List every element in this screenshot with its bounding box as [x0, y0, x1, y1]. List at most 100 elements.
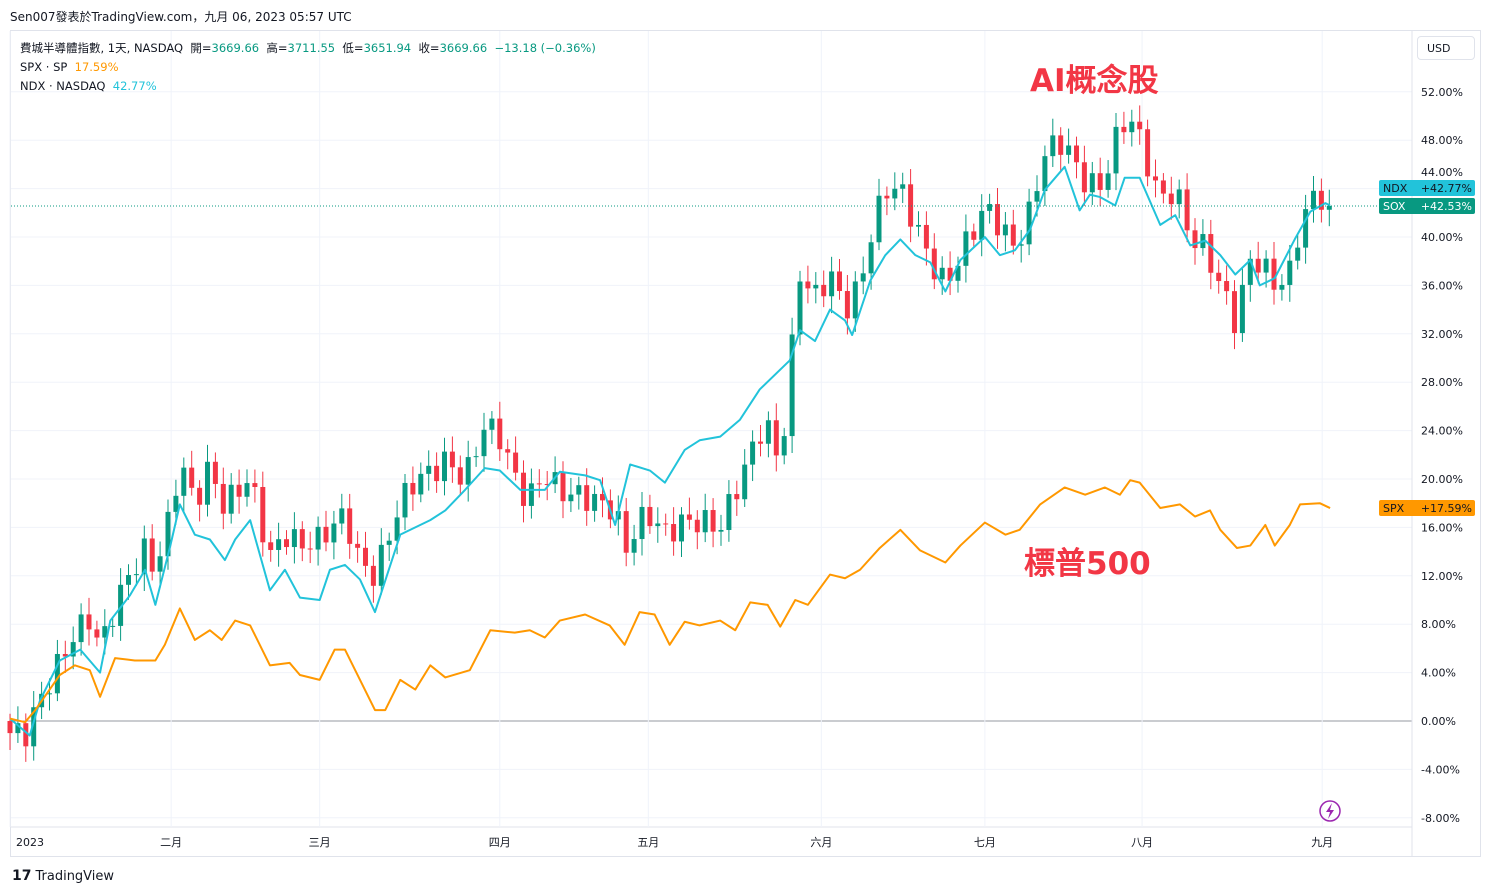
candle-body [560, 472, 566, 502]
candle-body [679, 514, 684, 542]
candle-body [671, 524, 677, 542]
tradingview-logo[interactable]: 17 TradingView [12, 868, 114, 884]
candle-body [244, 483, 250, 497]
candle-body [734, 494, 740, 500]
ndx-value: 42.77% [112, 79, 157, 93]
spx-name[interactable]: SPX · SP [20, 60, 68, 74]
y-tick-label: 36.00% [1421, 279, 1463, 292]
candle-body [434, 465, 440, 482]
tv-logo-icon: 17 [12, 868, 32, 884]
candle-body [442, 451, 447, 482]
y-tick-label: -8.00% [1421, 812, 1460, 825]
open-label: 開= [190, 41, 212, 55]
candle-body [418, 473, 424, 495]
candle-body [758, 441, 763, 444]
candle-body [584, 485, 590, 511]
candle-body [165, 511, 171, 557]
lightning-icon [1319, 800, 1341, 822]
candle-body [1318, 190, 1324, 210]
x-tick-label: 六月 [810, 836, 832, 849]
badge-name: SOX [1383, 200, 1406, 213]
candle-body [252, 483, 258, 487]
x-tick-label: 八月 [1131, 836, 1153, 849]
candle-body [1034, 191, 1040, 202]
candle-body [23, 723, 29, 747]
badge-value: +42.53% [1421, 200, 1472, 213]
candle-body [505, 449, 511, 453]
x-tick-label: 七月 [974, 836, 996, 849]
badge-sox [1379, 198, 1475, 214]
candle-body [220, 483, 226, 514]
close-label: 收= [418, 41, 440, 55]
candle-body [449, 451, 455, 468]
candle-body [1176, 189, 1182, 205]
candle-body [149, 538, 155, 572]
candle-body [702, 510, 708, 533]
candle-body [750, 441, 756, 465]
candle-body [15, 723, 21, 734]
candle-body [355, 543, 361, 548]
candle-body [102, 626, 108, 638]
candle-body [1303, 209, 1309, 248]
candle-body [70, 642, 76, 657]
y-tick-label: 28.00% [1421, 376, 1463, 389]
x-tick-label: 二月 [160, 836, 182, 849]
candle-body [513, 452, 519, 473]
candle-body [844, 291, 850, 319]
close-value: 3669.66 [439, 41, 488, 55]
x-tick-label: 2023 [16, 836, 44, 849]
candle-body [1311, 190, 1316, 210]
candle-body [765, 420, 771, 444]
currency-button[interactable]: USD [1417, 36, 1475, 60]
x-tick-label: 三月 [309, 836, 331, 849]
y-tick-label: 24.00% [1421, 425, 1463, 438]
candle-body [118, 584, 124, 626]
candle-body [1089, 173, 1095, 193]
candle-body [1326, 205, 1332, 210]
ndx-name[interactable]: NDX · NASDAQ [20, 79, 106, 93]
annotation-ai[interactable]: AI概念股 [1030, 63, 1159, 99]
candle-body [497, 418, 503, 450]
candle-body [331, 523, 337, 543]
candle-body [205, 461, 210, 505]
candle-body [1224, 281, 1230, 292]
candle-body [916, 224, 921, 227]
candle-body [939, 267, 945, 280]
low-value: 3651.94 [363, 41, 412, 55]
candle-body [1247, 258, 1253, 285]
main-symbol-name[interactable]: 費城半導體指數, 1天, NASDAQ [20, 41, 184, 55]
annotation-sp500[interactable]: 標普500 [1024, 546, 1151, 582]
candle-body [995, 204, 1000, 236]
candle-body [339, 508, 345, 524]
candle-body [908, 184, 914, 227]
candle-body [402, 482, 408, 518]
series-spx [9, 479, 1331, 724]
lightning-glyph [1326, 803, 1334, 819]
candle-body [1097, 173, 1103, 190]
candle-body [1271, 258, 1277, 290]
candle-body [481, 429, 487, 457]
candle-body [781, 436, 787, 456]
candle-body [971, 231, 977, 240]
candle-body [141, 538, 147, 575]
candle-body [710, 510, 716, 532]
change-value: −13.18 (−0.36%) [494, 41, 596, 55]
candle-body [1287, 260, 1293, 285]
badge-value: +17.59% [1421, 502, 1472, 515]
candle-body [228, 484, 234, 514]
candle-body [1263, 258, 1269, 273]
publish-line: Sen007發表於TradingView.com，九月 06, 2023 05:… [10, 10, 352, 24]
candle-body [694, 519, 700, 533]
legend-ndx-row: NDX · NASDAQ 42.77% [20, 77, 596, 96]
candle-body [1105, 173, 1111, 190]
x-tick-label: 九月 [1311, 836, 1333, 849]
candle-body [1208, 234, 1214, 273]
candle-body [1184, 189, 1190, 231]
candle-body [457, 467, 463, 485]
candle-body [1255, 258, 1261, 273]
candle-body [544, 484, 550, 486]
candle-body [62, 653, 68, 657]
candle-body [892, 188, 898, 199]
logo-text: TradingView [35, 868, 115, 884]
